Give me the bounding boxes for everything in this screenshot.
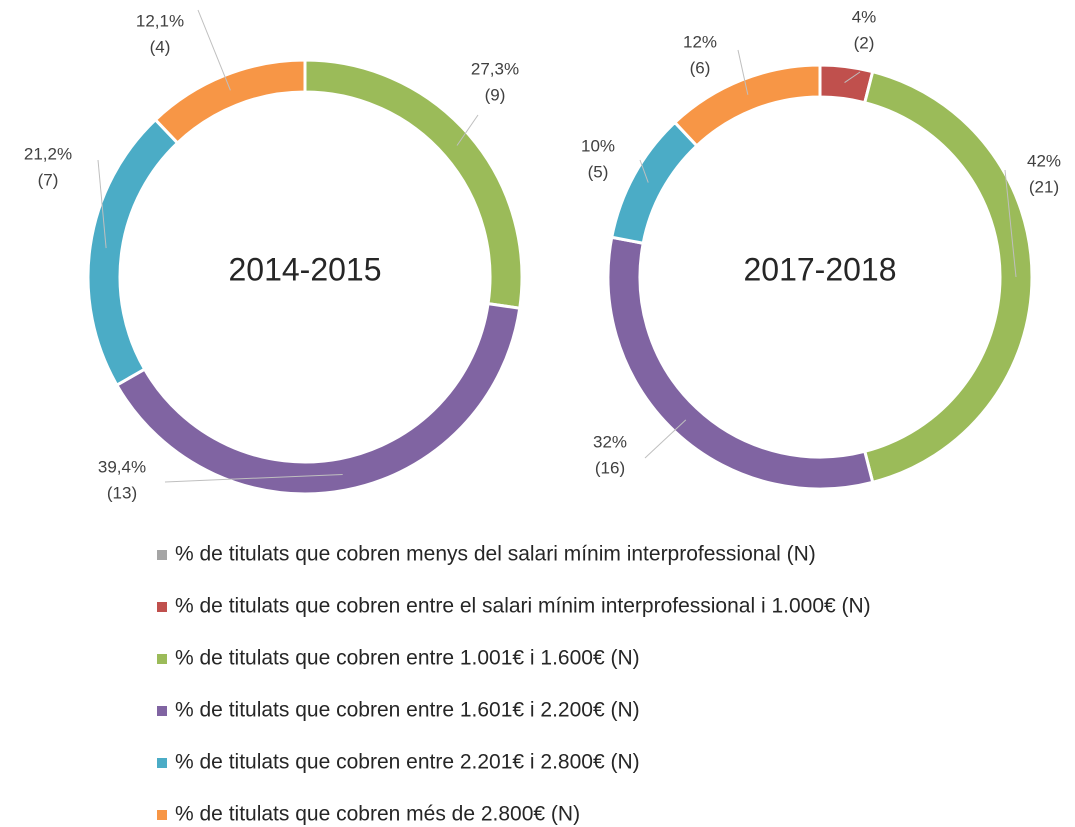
legend-label: % de titulats que cobren menys del salar… xyxy=(175,543,816,566)
data-label: 42% xyxy=(1027,151,1061,170)
legend-swatch xyxy=(157,810,167,820)
leader-line xyxy=(197,9,231,91)
legend-label: % de titulats que cobren entre el salari… xyxy=(175,595,871,618)
leader-line xyxy=(456,114,479,146)
legend-label: % de titulats que cobren entre 2.201€ i … xyxy=(175,751,640,774)
donut-segment xyxy=(114,301,522,496)
count-label: (6) xyxy=(690,58,711,77)
leader-line xyxy=(639,159,649,183)
data-label: 21,2% xyxy=(24,144,72,163)
leader-line xyxy=(1004,169,1017,278)
count-label: (5) xyxy=(588,162,609,181)
chart-title: 2017-2018 xyxy=(743,251,896,287)
legend-swatch xyxy=(157,550,167,560)
count-label: (21) xyxy=(1029,177,1059,196)
count-label: (4) xyxy=(150,37,171,56)
data-label: 27,3% xyxy=(471,59,519,78)
count-label: (2) xyxy=(854,33,875,52)
leader-line xyxy=(164,473,343,483)
data-label: 4% xyxy=(852,7,877,26)
legend-swatch xyxy=(157,654,167,664)
donut-segment xyxy=(153,58,307,146)
data-label: 39,4% xyxy=(98,457,146,476)
data-label: 12% xyxy=(683,32,717,51)
legend-swatch xyxy=(157,758,167,768)
donut-segment xyxy=(672,63,822,148)
leader-line xyxy=(644,419,687,459)
legend-label: % de titulats que cobren més de 2.800€ (… xyxy=(175,803,580,826)
data-label: 10% xyxy=(581,136,615,155)
leader-line xyxy=(737,49,749,95)
count-label: (7) xyxy=(38,170,59,189)
legend-label: % de titulats que cobren entre 1.001€ i … xyxy=(175,647,640,670)
leader-line xyxy=(844,71,861,83)
donut-segment xyxy=(610,120,699,246)
chart-title: 2014-2015 xyxy=(228,251,381,287)
count-label: (13) xyxy=(107,483,137,502)
leader-line xyxy=(97,159,107,249)
data-label: 32% xyxy=(593,432,627,451)
legend-label: % de titulats que cobren entre 1.601€ i … xyxy=(175,699,640,722)
legend-swatch xyxy=(157,706,167,716)
data-label: 12,1% xyxy=(136,11,184,30)
legend-swatch xyxy=(157,602,167,612)
donut-segment xyxy=(86,117,180,388)
count-label: (9) xyxy=(485,85,506,104)
count-label: (16) xyxy=(595,458,625,477)
